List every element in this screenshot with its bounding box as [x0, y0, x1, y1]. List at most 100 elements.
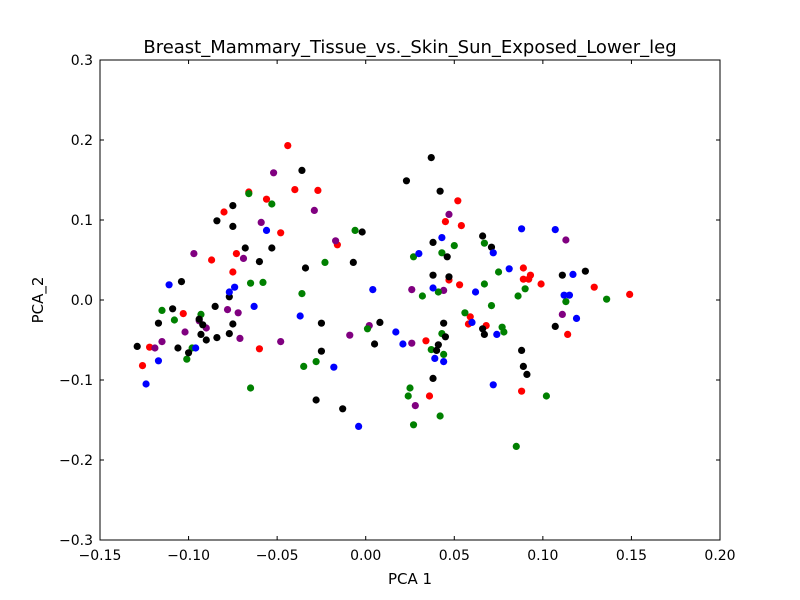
data-point: [440, 319, 448, 327]
data-point: [526, 271, 535, 279]
x-axis-label: PCA 1: [388, 570, 432, 588]
data-point: [229, 268, 237, 276]
data-point: [438, 249, 446, 257]
data-point: [268, 244, 276, 252]
data-point: [202, 336, 210, 344]
data-point: [466, 313, 474, 321]
x-tick-label: −0.15: [79, 548, 122, 564]
data-point: [402, 177, 411, 185]
data-point: [518, 387, 526, 395]
data-point: [138, 362, 147, 370]
y-tick-label: 0.1: [71, 213, 93, 229]
data-point: [436, 412, 444, 420]
x-tick-label: −0.10: [167, 548, 210, 564]
data-point: [339, 405, 347, 413]
y-axis-label: PCA_2: [29, 277, 48, 324]
data-point: [246, 279, 255, 287]
data-point: [581, 267, 589, 275]
data-point: [432, 346, 441, 354]
data-point: [440, 350, 448, 358]
data-point: [142, 380, 150, 388]
y-tick-label: −0.1: [59, 373, 93, 389]
data-point: [450, 242, 458, 250]
data-point: [456, 281, 464, 289]
data-point: [241, 244, 249, 252]
data-point: [471, 288, 480, 296]
data-point: [262, 195, 271, 203]
data-point: [429, 284, 437, 292]
data-point: [146, 343, 154, 351]
data-point: [255, 345, 264, 353]
data-point: [245, 190, 253, 198]
data-point: [569, 270, 577, 278]
data-point: [429, 271, 437, 279]
data-point: [518, 225, 526, 233]
data-point: [296, 312, 304, 320]
data-point: [262, 226, 271, 234]
data-point: [232, 250, 240, 258]
data-point: [169, 305, 177, 313]
data-point: [239, 254, 248, 262]
data-point: [512, 442, 520, 450]
data-point: [213, 334, 221, 342]
data-point: [170, 316, 178, 324]
data-point: [454, 197, 462, 205]
y-tick-label: 0.3: [71, 53, 93, 69]
data-point: [514, 292, 522, 300]
y-tick-label: 0.2: [71, 133, 93, 149]
data-point: [427, 154, 435, 162]
data-point: [411, 402, 419, 410]
data-point: [351, 226, 359, 234]
data-point: [418, 292, 426, 300]
data-point: [236, 334, 244, 342]
data-point: [154, 357, 163, 365]
data-point: [234, 309, 242, 317]
data-point: [190, 250, 198, 258]
data-point: [310, 206, 318, 214]
data-point: [408, 286, 416, 294]
x-tick-label: 0.20: [704, 548, 735, 564]
data-point: [537, 280, 545, 288]
data-point: [494, 268, 503, 276]
data-point: [246, 384, 255, 392]
data-point: [487, 243, 496, 251]
data-point: [317, 319, 326, 327]
data-point: [165, 281, 173, 289]
data-point: [422, 337, 430, 345]
x-tick-label: 0.05: [439, 548, 470, 564]
data-point: [457, 222, 465, 230]
data-point: [434, 341, 442, 349]
tick-labels-layer: −0.15 −0.10 −0.05 0.00 0.05 0.10 0.15 0.20 −0.3 −…: [59, 53, 736, 564]
plot-area: [99, 59, 721, 541]
y-tick-label: −0.3: [59, 533, 93, 549]
data-point: [519, 275, 527, 283]
data-point: [255, 258, 264, 266]
data-point: [558, 310, 566, 318]
data-point: [314, 186, 322, 194]
x-tick-label: 0.00: [350, 548, 381, 564]
data-point: [291, 186, 299, 194]
data-point: [192, 344, 200, 352]
data-point: [493, 330, 501, 338]
data-point: [480, 239, 488, 247]
points-layer: [133, 142, 634, 450]
data-point: [489, 249, 497, 257]
data-point: [370, 340, 379, 348]
data-point: [408, 339, 416, 347]
data-point: [436, 187, 444, 195]
data-point: [505, 265, 513, 273]
x-tick-label: 0.15: [616, 548, 647, 564]
data-point: [229, 202, 237, 210]
data-point: [480, 330, 488, 338]
data-point: [409, 253, 418, 261]
data-point: [603, 295, 611, 303]
data-point: [560, 291, 568, 299]
data-point: [551, 226, 559, 234]
data-point: [480, 280, 488, 288]
data-point: [298, 290, 306, 298]
data-point: [626, 290, 634, 298]
data-point: [151, 344, 159, 352]
data-point: [441, 218, 450, 226]
data-point: [229, 222, 237, 230]
